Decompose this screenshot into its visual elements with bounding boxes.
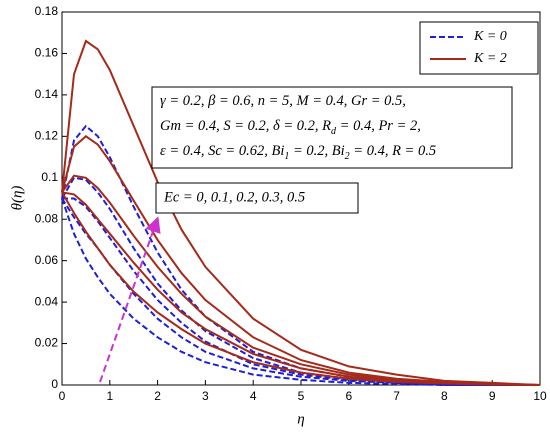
curve [61, 39, 541, 386]
parameter-subscript: d [331, 126, 337, 137]
parameter-line: Gm = 0.4, S = 0.2, δ = 0.2, Rd​ = 0.4, P… [160, 118, 421, 137]
x-tick-label: 3 [202, 389, 209, 403]
y-tick-label: 0.1 [41, 170, 58, 184]
parameter-subscript: 1 [284, 151, 289, 162]
parameter-text: = 0.4, Pr = 2, [336, 118, 421, 134]
parameter-subscript: 2 [345, 151, 350, 162]
parameter-text: = 0.4, R = 0.5 [350, 143, 436, 159]
y-tick-label: 0.14 [35, 87, 59, 101]
y-axis-label: θ(η) [9, 186, 25, 211]
x-axis-label: η [297, 411, 304, 427]
y-tick-label: 0.04 [35, 294, 59, 308]
parameter-text: = 0.2, Bi [289, 143, 344, 159]
x-tick-label: 4 [250, 389, 257, 403]
y-tick-label: 0.08 [35, 211, 59, 225]
y-tick-label: 0.06 [35, 253, 59, 267]
curve [61, 135, 541, 386]
x-tick-label: 1 [106, 389, 113, 403]
y-tick-label: 0.18 [35, 4, 59, 18]
annotation-arrow [99, 216, 161, 383]
x-tick-label: 9 [489, 389, 496, 403]
x-tick-label: 10 [533, 389, 547, 403]
y-tick-label: 0.02 [35, 336, 59, 350]
annotation-label: Ec = 0, 0.1, 0.2, 0.3, 0.5 [163, 189, 305, 205]
x-tick-label: 2 [154, 389, 161, 403]
parameter-text: Gm = 0.4, S = 0.2, δ = 0.2, R [160, 118, 331, 134]
annotation-box [155, 182, 359, 214]
parameter-text: γ = 0.2, β = 0.6, n = 5, M = 0.4, Gr = 0… [160, 93, 406, 109]
x-tick-label: 7 [393, 389, 400, 403]
curve [62, 197, 540, 386]
parameter-text: ε = 0.4, Sc = 0.62, Bi [160, 143, 284, 159]
parameter-line: ε = 0.4, Sc = 0.62, Bi1​ = 0.2, Bi2​ = 0… [160, 143, 436, 162]
x-tick-label: 8 [441, 389, 448, 403]
x-tick-label: 6 [345, 389, 352, 403]
y-tick-label: 0 [51, 377, 58, 391]
legend-label: K = 2 [473, 51, 507, 66]
y-tick-label: 0.16 [35, 46, 59, 60]
curve [61, 197, 540, 386]
parameter-line: γ = 0.2, β = 0.6, n = 5, M = 0.4, Gr = 0… [160, 93, 406, 109]
x-tick-label: 0 [59, 389, 66, 403]
parameter-box [151, 86, 513, 169]
x-tick-label: 5 [298, 389, 305, 403]
curve [61, 198, 540, 386]
legend-label: K = 0 [473, 29, 507, 44]
legend-box [419, 21, 539, 75]
y-tick-label: 0.12 [35, 129, 59, 143]
